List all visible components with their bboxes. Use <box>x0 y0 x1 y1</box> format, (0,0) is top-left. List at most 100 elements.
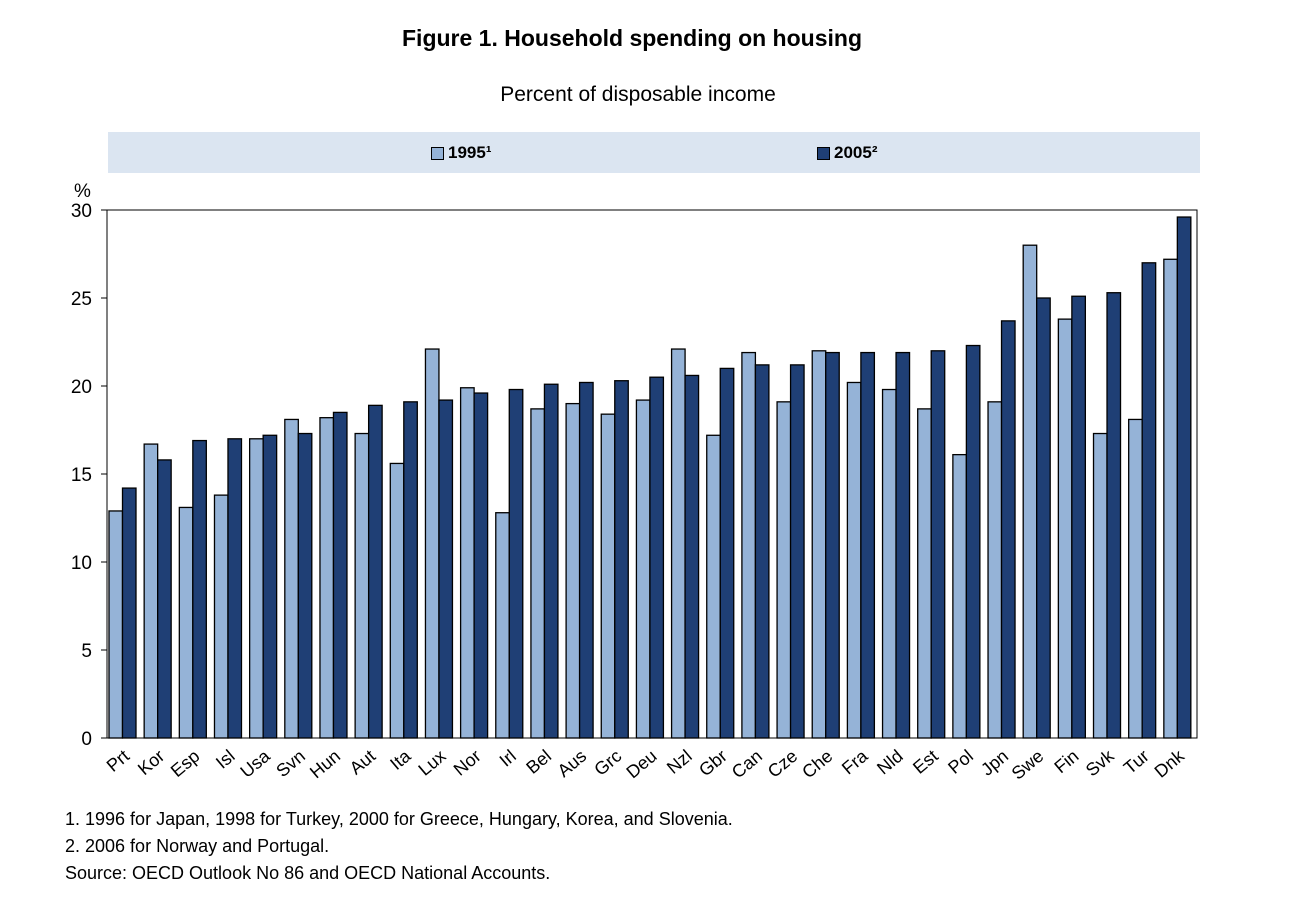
legend-swatch-1995 <box>431 146 444 160</box>
bar-tur-2005 <box>1141 262 1157 739</box>
x-tick-label: Nld <box>873 746 907 779</box>
bar-svk-2005 <box>1106 292 1122 739</box>
x-tick-label: Deu <box>622 746 660 783</box>
bar-swe-1995 <box>1022 244 1038 739</box>
bar-fin-1995 <box>1057 318 1073 739</box>
footnote-1: 1. 1996 for Japan, 1998 for Turkey, 2000… <box>65 809 733 829</box>
x-tick-label: Tur <box>1120 746 1153 778</box>
legend-label-2005: 2005² <box>834 143 878 162</box>
bar-isl-1995 <box>213 494 229 739</box>
bar-svn-1995 <box>284 418 299 739</box>
x-tick-label: Usa <box>236 745 274 782</box>
chart-title: Figure 1. Household spending on housing <box>402 25 862 51</box>
x-tick-label: Bel <box>522 746 555 778</box>
bar-prt-1995 <box>108 510 124 739</box>
x-tick-label: Kor <box>134 746 168 779</box>
x-tick-label: Cze <box>764 746 801 782</box>
legend-item-1995: 1995¹ <box>431 143 491 163</box>
bar-ita-1995 <box>389 462 405 739</box>
bar-prt-2005 <box>121 487 137 739</box>
x-tick-label: Swe <box>1008 746 1048 784</box>
bar-lux-2005 <box>438 399 454 739</box>
bar-nld-2005 <box>895 351 911 739</box>
bar-esp-2005 <box>192 439 207 739</box>
bar-hun-1995 <box>319 417 335 739</box>
source-note: Source: OECD Outlook No 86 and OECD Nati… <box>65 863 551 883</box>
x-tick-label: Dnk <box>1151 745 1189 782</box>
bar-tur-1995 <box>1128 418 1143 739</box>
x-tick-label: Isl <box>212 746 239 773</box>
x-tick-label: Est <box>909 746 942 778</box>
footnotes: 1. 1996 for Japan, 1998 for Turkey, 2000… <box>65 806 733 887</box>
bar-pol-1995 <box>952 453 968 739</box>
x-tick-label: Aut <box>346 746 380 779</box>
bar-fra-2005 <box>860 351 876 739</box>
bar-isl-2005 <box>227 438 243 739</box>
bar-lux-1995 <box>424 348 440 739</box>
bar-deu-1995 <box>635 399 651 739</box>
bar-nzl-2005 <box>684 374 700 739</box>
bar-fin-2005 <box>1071 295 1087 739</box>
bar-usa-1995 <box>248 438 264 739</box>
bar-nor-2005 <box>473 392 489 739</box>
y-tick-label: 10 <box>71 553 92 574</box>
footnote-2: 2. 2006 for Norway and Portugal. <box>65 836 330 856</box>
bar-hun-2005 <box>332 411 348 739</box>
y-tick-label: 20 <box>71 377 92 398</box>
bar-can-2005 <box>754 364 770 739</box>
bar-bel-1995 <box>530 408 546 739</box>
bar-ita-2005 <box>403 401 418 739</box>
bar-svn-2005 <box>297 432 313 739</box>
bar-irl-1995 <box>495 512 510 739</box>
legend-item-2005: 2005² <box>817 143 877 163</box>
bar-usa-2005 <box>262 434 278 739</box>
bar-aus-1995 <box>565 402 581 739</box>
x-tick-label: Svk <box>1082 745 1119 780</box>
bar-dnk-2005 <box>1176 216 1192 739</box>
bar-est-2005 <box>930 350 946 739</box>
x-tick-label: Grc <box>590 746 625 780</box>
bar-dnk-1995 <box>1163 258 1178 739</box>
bar-grc-2005 <box>614 380 629 739</box>
legend-swatch-2005 <box>817 146 830 160</box>
bar-swe-2005 <box>1036 297 1051 739</box>
bar-nor-1995 <box>459 387 475 739</box>
x-tick-label: Fra <box>838 745 872 778</box>
x-tick-label: Che <box>798 746 836 783</box>
y-tick-label: 15 <box>71 465 92 486</box>
bar-jpn-1995 <box>987 401 1003 739</box>
x-tick-label: Pol <box>944 746 977 778</box>
x-tick-label: Gbr <box>695 746 731 781</box>
legend-label-1995: 1995¹ <box>448 143 492 162</box>
bar-esp-1995 <box>178 506 194 739</box>
bar-aut-1995 <box>354 432 370 739</box>
bar-gbr-1995 <box>706 434 721 739</box>
bar-che-1995 <box>811 350 827 739</box>
bar-bel-2005 <box>543 383 559 739</box>
x-tick-label: Nor <box>450 746 485 780</box>
bar-nzl-1995 <box>670 348 686 739</box>
legend: 1995¹ 2005² <box>108 132 1200 173</box>
bar-kor-1995 <box>143 443 159 739</box>
bar-grc-1995 <box>600 413 616 739</box>
x-tick-label: Jpn <box>977 746 1012 780</box>
x-tick-label: Nzl <box>663 746 696 778</box>
bar-est-1995 <box>917 408 932 739</box>
bar-can-1995 <box>741 351 757 739</box>
bar-kor-2005 <box>157 459 172 739</box>
y-tick-label: 0 <box>81 729 92 750</box>
x-tick-label: Ita <box>386 745 415 774</box>
bar-aut-2005 <box>367 404 383 739</box>
x-tick-label: Aus <box>554 746 591 781</box>
bar-nld-1995 <box>881 388 897 739</box>
bar-cze-2005 <box>789 364 805 739</box>
chart-subtitle: Percent of disposable income <box>500 83 776 106</box>
bar-aus-2005 <box>578 381 594 739</box>
bar-jpn-2005 <box>1000 320 1016 739</box>
y-tick-label: 30 <box>71 201 92 222</box>
bar-irl-2005 <box>508 388 524 739</box>
bar-che-2005 <box>825 351 840 739</box>
x-tick-label: Irl <box>496 746 520 771</box>
bar-gbr-2005 <box>719 367 735 739</box>
